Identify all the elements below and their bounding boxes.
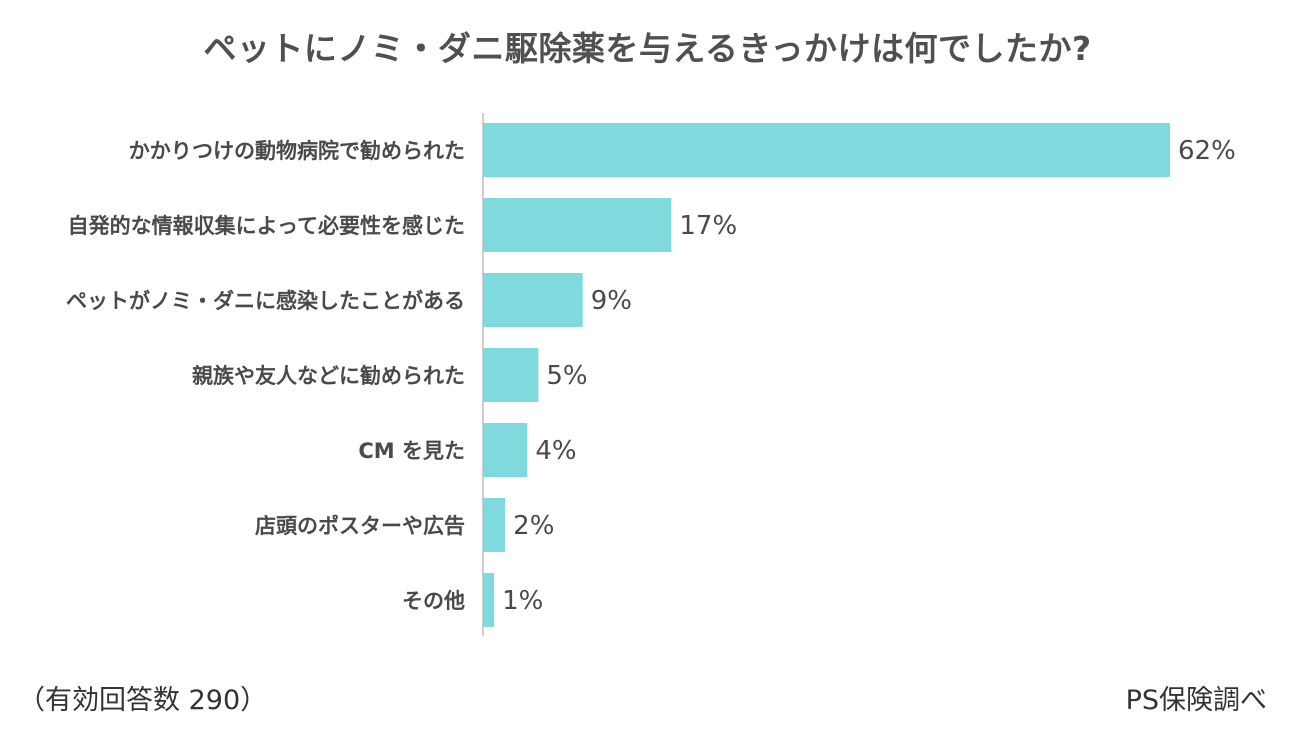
category-label: 親族や友人などに勧められた	[192, 364, 465, 388]
bar	[483, 573, 495, 627]
value-label: 2%	[513, 511, 554, 541]
value-label: 5%	[546, 361, 587, 391]
value-labels: 62% 17% 9% 5% 4% 2% 1%	[502, 136, 1236, 616]
category-labels: かかりつけの動物病院で勧められた自発的な情報収集によって必要性を感じたペットがノ…	[66, 139, 465, 613]
bar	[483, 273, 583, 327]
value-label: 1%	[502, 586, 543, 616]
bar	[483, 348, 539, 402]
category-label: その他	[402, 589, 465, 613]
sample-size-note: （有効回答数 290）	[18, 685, 268, 716]
value-label: 4%	[535, 436, 576, 466]
bar	[483, 423, 528, 477]
category-label: ペットがノミ・ダニに感染したことがある	[66, 289, 465, 313]
category-label: かかりつけの動物病院で勧められた	[129, 139, 465, 163]
source-credit: PS保険調べ	[1125, 685, 1267, 716]
category-label: 店頭のポスターや広告	[255, 514, 465, 538]
category-label: CM を見た	[358, 439, 465, 463]
bar	[483, 198, 672, 252]
value-label: 9%	[591, 286, 632, 316]
chart-title: ペットにノミ・ダニ駆除薬を与えるきっかけは何でしたか?	[203, 29, 1092, 68]
bar-group	[483, 123, 1170, 627]
category-label: 自発的な情報収集によって必要性を感じた	[68, 214, 465, 238]
value-label: 62%	[1178, 136, 1236, 166]
bar	[483, 498, 506, 552]
bar	[483, 123, 1170, 177]
value-label: 17%	[679, 211, 737, 241]
